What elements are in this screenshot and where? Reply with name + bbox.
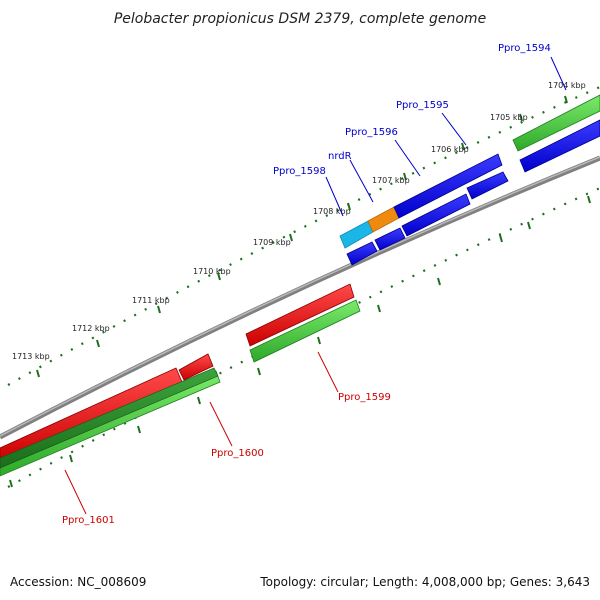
scale-label: 1712 kbp (72, 324, 110, 333)
forward-gene-track (339, 94, 600, 249)
gene-arrow-green[interactable] (249, 299, 361, 363)
major-tick (69, 454, 73, 463)
major-tick (197, 396, 201, 405)
major-tick (217, 272, 221, 281)
scale-label: 1710 kbp (193, 267, 231, 276)
reverse-gene-track (0, 283, 355, 463)
scale-label: 1713 kbp (12, 352, 50, 361)
major-tick (257, 367, 261, 376)
gene-arrow-blue[interactable] (346, 241, 378, 266)
major-tick (36, 369, 40, 378)
scale-label: 1708 kbp (313, 207, 351, 216)
major-tick (527, 221, 531, 230)
major-tick (137, 425, 141, 434)
scale-label: 1706 kbp (431, 145, 469, 154)
genome-backbone (0, 155, 600, 440)
gene-arrow-nrdr[interactable] (367, 206, 400, 233)
major-tick (519, 113, 523, 122)
outer-scale (7, 85, 600, 386)
gene-arrow-blue[interactable] (466, 171, 509, 200)
gene-label[interactable]: Ppro_1601 (62, 515, 115, 526)
major-tick (347, 202, 351, 211)
gene-arrow-blue[interactable] (401, 193, 471, 237)
gene-label[interactable]: Ppro_1596 (345, 127, 398, 138)
scale-label: 1711 kbp (132, 296, 170, 305)
major-tick (587, 195, 591, 204)
gene-arrow-ppro-1600[interactable] (178, 353, 214, 381)
gene-arrow-dark-green[interactable] (0, 367, 219, 469)
scale-label: 1704 kbp (548, 81, 586, 90)
major-tick (377, 304, 381, 313)
major-tick (317, 336, 321, 345)
gene-arrow-ppro-1594[interactable] (512, 94, 600, 152)
scale-labels: 1704 kbp 1705 kbp 1706 kbp 1707 kbp 1708… (12, 81, 586, 361)
major-tick (437, 277, 441, 286)
gene-arrow-blue[interactable] (374, 227, 406, 251)
major-tick (461, 142, 465, 151)
gene-label[interactable]: Ppro_1598 (273, 166, 326, 177)
major-tick (403, 172, 407, 181)
forward-callout-lines (325, 56, 567, 217)
inner-scale (7, 186, 600, 488)
scale-label: 1709 kbp (253, 238, 291, 247)
gene-label[interactable]: Ppro_1594 (498, 43, 551, 54)
reverse-gene-track-lower (0, 299, 361, 477)
reverse-callout-lines (64, 351, 339, 515)
gene-label[interactable]: Ppro_1595 (396, 100, 449, 111)
forward-gene-labels: Ppro_1594 Ppro_1595 Ppro_1596 nrdR Ppro_… (273, 43, 551, 177)
major-tick (499, 234, 503, 243)
major-tick (9, 479, 13, 488)
reverse-gene-labels: Ppro_1599 Ppro_1600 Ppro_1601 (62, 392, 391, 526)
gene-label[interactable]: nrdR (328, 151, 352, 162)
gene-arrow-blue[interactable] (519, 119, 600, 173)
map-title: Pelobacter propionicus DSM 2379, complet… (114, 11, 486, 27)
major-tick (96, 339, 100, 348)
major-tick (289, 233, 293, 242)
forward-gene-track-lower (346, 119, 600, 266)
scale-label: 1707 kbp (372, 176, 410, 185)
gene-label[interactable]: Ppro_1600 (211, 448, 264, 459)
major-tick (564, 95, 568, 104)
gene-arrow-ppro-1599[interactable] (245, 283, 355, 347)
gene-label[interactable]: Ppro_1599 (338, 392, 391, 403)
major-tick (157, 305, 161, 314)
accession-text: Accession: NC_008609 (10, 575, 146, 589)
topology-text: Topology: circular; Length: 4,008,000 bp… (259, 575, 590, 589)
gene-arrow-ppro-1596[interactable] (393, 153, 503, 219)
scale-label: 1705 kbp (490, 113, 528, 122)
